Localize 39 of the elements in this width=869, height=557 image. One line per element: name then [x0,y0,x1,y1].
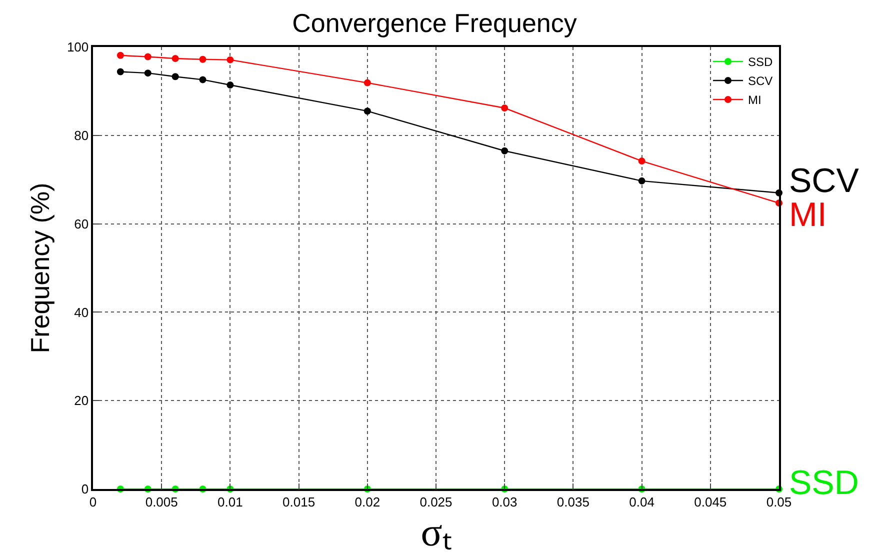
x-tick-label: 0.03 [492,494,518,510]
point [364,108,371,115]
x-tick-label: 0.025 [420,494,452,510]
point [116,68,124,76]
legend-label: SSD [748,55,774,70]
point [116,52,124,59]
x-tick-label: 0.04 [629,494,654,510]
x-tick-label: 0.035 [556,494,590,510]
chart-title: Convergence Frequency [292,8,577,38]
point [199,56,206,63]
point [172,73,179,80]
point [638,158,646,165]
point [638,177,646,184]
point [226,56,234,64]
y-tick-label: 100 [66,40,89,55]
y-axis-title: Frequency (%) [24,182,55,354]
y-tick-label: 60 [74,216,89,232]
x-tick-label: 0.05 [766,494,792,510]
point [144,70,152,77]
y-tick-label: 80 [74,128,89,143]
y-tick-label: 20 [74,393,89,408]
y-tick-label: 0 [81,482,89,497]
x-tick-label: 0.005 [145,494,178,510]
text: SSD [789,464,859,502]
point [172,54,179,62]
x-tick-label: 0.01 [218,494,243,510]
point [501,147,508,154]
point [144,53,152,60]
point [364,79,371,86]
x-tick-label: 0.045 [694,494,727,510]
legend-label: SCV [748,74,773,88]
x-tick-label: 0.02 [354,494,380,510]
point [199,76,206,84]
y-tick-label: 40 [74,304,89,320]
point [501,104,508,112]
x-axis-title: σₜ [420,509,452,554]
point [226,82,234,89]
x-tick-label: 0.015 [282,494,316,510]
legend-label: MI [748,93,762,108]
